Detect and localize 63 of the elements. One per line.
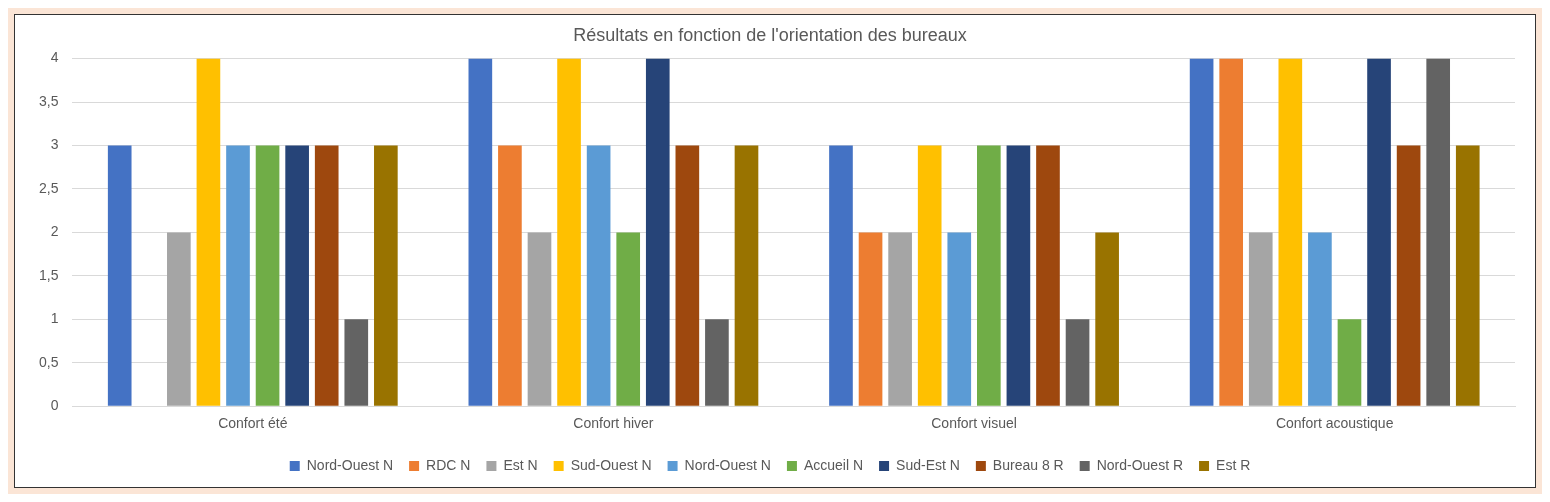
bar: [557, 58, 581, 406]
bar: [1396, 145, 1421, 406]
bar: [107, 145, 132, 406]
bar: [1337, 319, 1362, 406]
bar: [1006, 145, 1031, 406]
bar: [314, 145, 339, 406]
bar: [1219, 58, 1244, 406]
bar: [285, 145, 309, 406]
bar: [196, 58, 221, 406]
legend-label: Bureau 8 R: [992, 456, 1064, 473]
bar: [917, 145, 942, 406]
bar: [1308, 232, 1332, 406]
bar: [977, 145, 1001, 406]
y-tick-label: 0,5: [38, 353, 59, 370]
bar: [1095, 232, 1119, 406]
chart-title: Résultats en fonction de l'orientation des bureaux: [573, 24, 967, 45]
legend-label: Est N: [503, 456, 538, 473]
legend-label: Nord-Ouest R: [1096, 456, 1184, 473]
bar: [255, 145, 280, 406]
legend-label: Sud-Ouest N: [570, 456, 652, 473]
bar: [1065, 319, 1090, 406]
y-tick-label: 3: [50, 136, 59, 153]
bar: [344, 319, 369, 406]
bar: [705, 319, 729, 406]
bar: [734, 145, 759, 406]
bar: [167, 232, 191, 406]
legend-label: Nord-Ouest N: [306, 456, 394, 473]
bar: [1189, 58, 1214, 406]
x-tick-label: Confort été: [218, 415, 288, 432]
bar: [1248, 232, 1273, 406]
y-tick-label: 2,5: [38, 179, 59, 196]
bar: [1367, 58, 1391, 406]
y-tick-label: 1,5: [38, 266, 59, 283]
y-tick-label: 3,5: [38, 92, 59, 109]
bar: [829, 145, 853, 406]
bar: [1036, 145, 1060, 406]
bar: [527, 232, 552, 406]
bar: [226, 145, 250, 406]
bar: [645, 58, 670, 406]
x-tick-label: Confort visuel: [931, 415, 1017, 432]
legend-label: Accueil N: [803, 456, 864, 473]
bar: [888, 232, 912, 406]
bar: [1455, 145, 1480, 406]
legend-label: Nord-Ouest N: [684, 456, 771, 473]
y-tick-label: 2: [50, 223, 59, 240]
x-tick-label: Confort hiver: [573, 415, 654, 432]
legend-label: Est R: [1216, 456, 1251, 473]
y-tick-label: 1: [50, 310, 59, 327]
legend-label: RDC N: [426, 456, 471, 473]
bar: [1426, 58, 1451, 406]
bar: [616, 232, 641, 406]
bar: [1278, 58, 1303, 406]
bar: [498, 145, 522, 406]
bar: [586, 145, 611, 406]
bar: [468, 58, 493, 406]
x-tick-label: Confort acoustique: [1275, 415, 1394, 432]
legend-label: Sud-Est N: [896, 456, 960, 473]
bar: [858, 232, 883, 406]
bar: [947, 232, 972, 406]
bar: [675, 145, 700, 406]
y-tick-label: 0: [50, 397, 59, 414]
bar: [374, 145, 398, 406]
y-tick-label: 4: [50, 49, 59, 66]
